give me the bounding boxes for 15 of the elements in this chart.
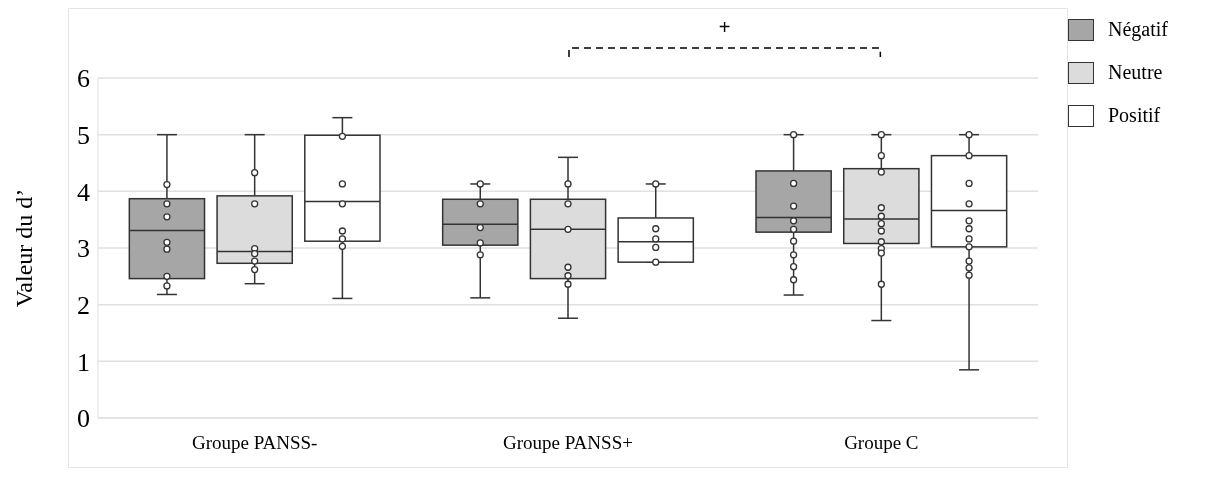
text: + [717,16,732,39]
y-tick-label: 3 [77,234,90,264]
y-tick-label: 2 [77,290,90,320]
y-tick-label: 6 [77,64,90,94]
x-tick-label: Groupe PANSS+ [503,432,633,454]
y-tick-label: 1 [77,347,90,377]
legend-label: Positif [1108,104,1161,127]
x-tick-label: Groupe PANSS- [191,432,318,454]
x-tick-label: Groupe C [844,432,919,454]
y-tick-label: 0 [77,404,90,434]
legend-label: Négatif [1108,18,1168,41]
legend-label: Neutre [1108,61,1163,84]
y-tick-label: 5 [77,120,90,150]
y-axis-title: Valeur du d’ [10,188,37,308]
y-tick-label: 4 [77,177,90,207]
